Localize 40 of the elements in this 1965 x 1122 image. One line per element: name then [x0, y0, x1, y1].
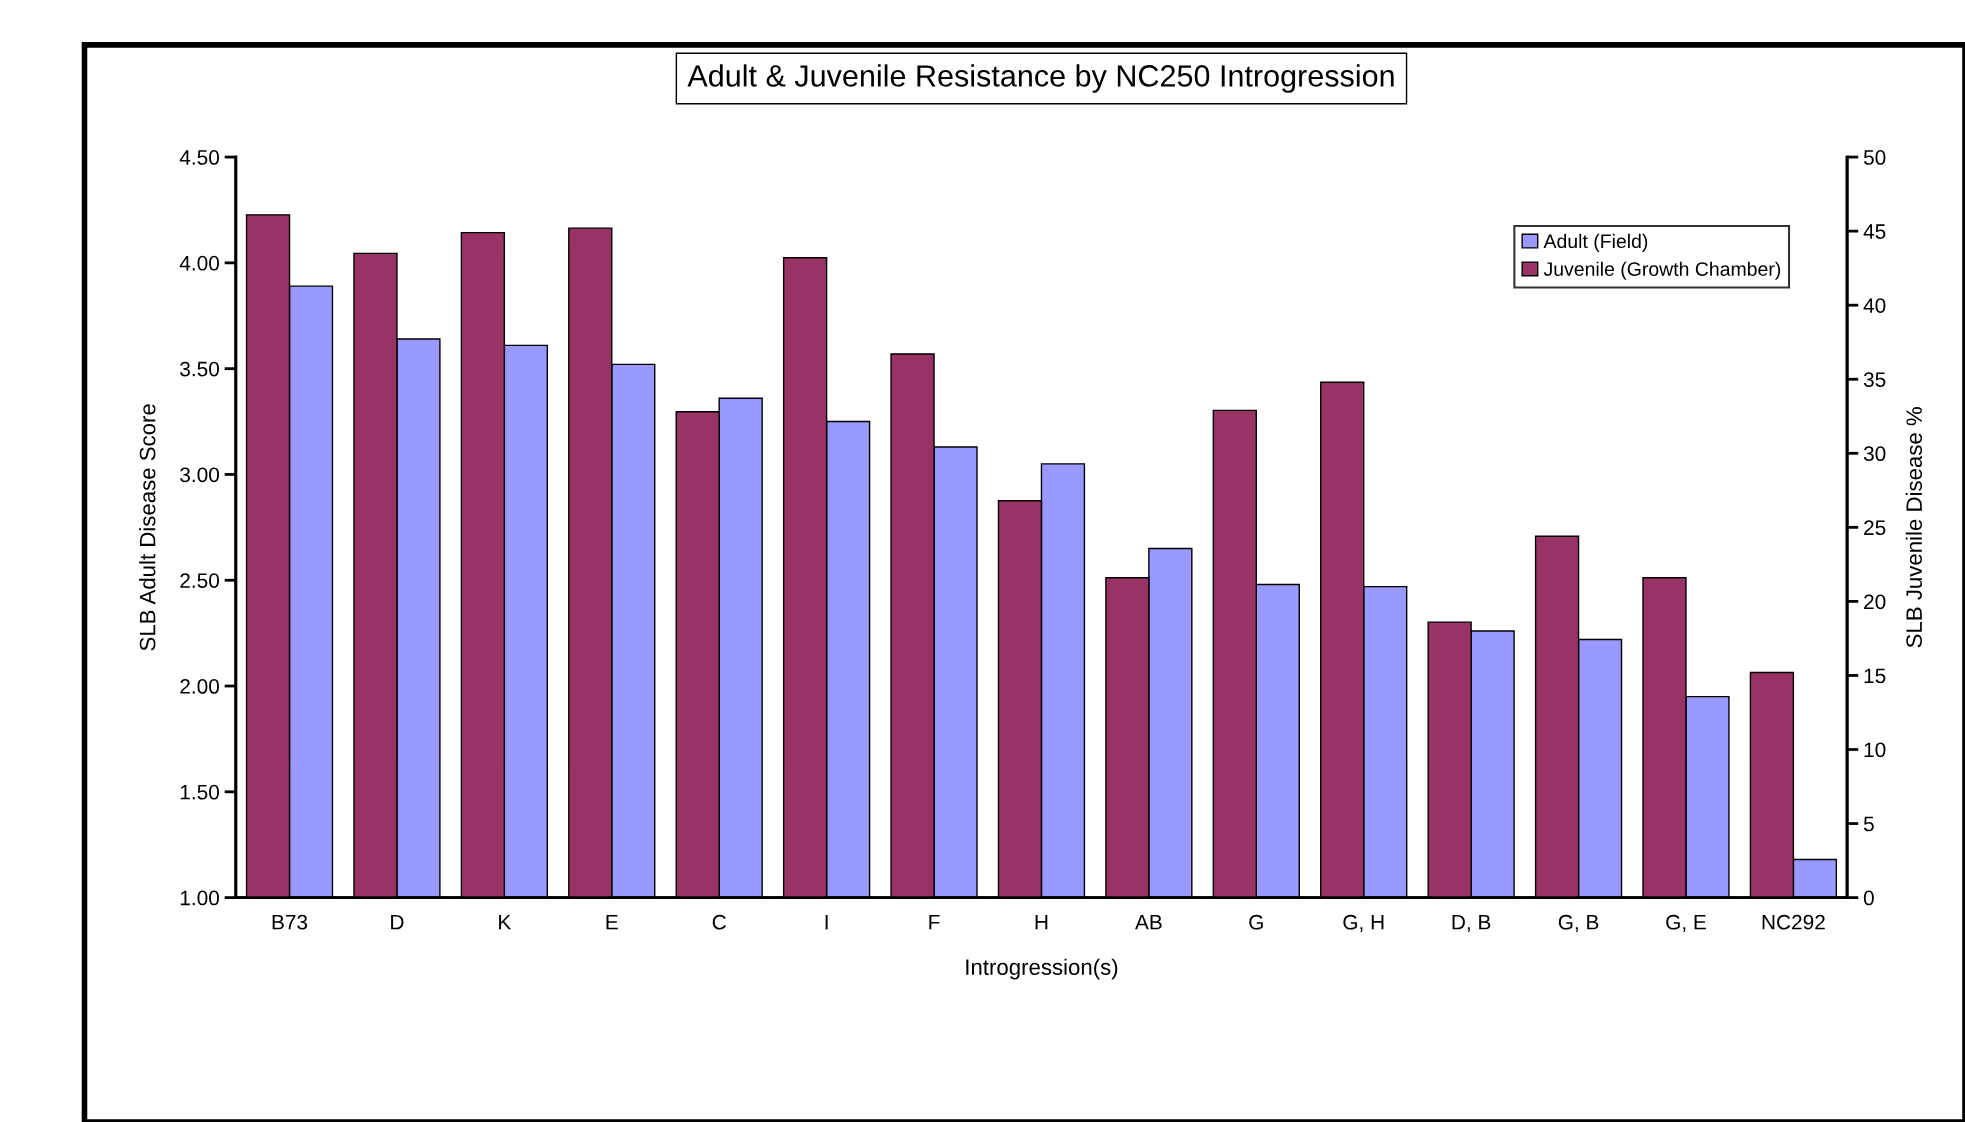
- x-tick-label: G, B: [1558, 914, 1599, 933]
- y2-tick-label: 35: [1863, 372, 1886, 387]
- y2-tick-label: 45: [1863, 224, 1886, 239]
- y2-tick-label: 15: [1864, 668, 1886, 684]
- y2-tick-label: 25: [1864, 520, 1886, 536]
- x-tick-label: H: [1035, 915, 1048, 930]
- x-tick-label: I: [825, 915, 828, 930]
- y-tick-label: 3.00: [180, 467, 220, 483]
- y-axis-title: SLB Adult Disease Score: [139, 404, 156, 651]
- y-tick-label: 2.50: [180, 573, 220, 588]
- x-tick-label: G, E: [1666, 914, 1706, 933]
- x-tick-label: K: [499, 915, 512, 930]
- y2-tick-label: 0: [1863, 890, 1874, 906]
- y-tick-label: 1.50: [180, 784, 220, 800]
- y2-tick-label: 30: [1863, 446, 1886, 462]
- x-axis-title: Introgression(s): [966, 958, 1118, 980]
- y-tick-label: 2.00: [180, 679, 220, 694]
- x-tick-label: AB: [1135, 915, 1162, 930]
- x-tick-label: F: [929, 915, 940, 930]
- y2-tick-label: 50: [1863, 150, 1886, 165]
- x-tick-label: E: [606, 915, 618, 930]
- x-tick-label: C: [712, 914, 726, 930]
- x-tick-label: NC292: [1762, 914, 1825, 930]
- x-tick-label: G: [1249, 914, 1263, 930]
- legend-label: Adult (Field): [1543, 233, 1648, 252]
- y2-tick-label: 20: [1864, 594, 1886, 610]
- y2-tick-label: 10: [1864, 742, 1886, 758]
- y-tick-label: 1.00: [180, 890, 220, 906]
- legend-label: Juvenile (Growth Chamber): [1543, 261, 1781, 280]
- chart-title: Adult & Juvenile Resistance by NC250 Introgression: [687, 64, 1394, 93]
- x-tick-label: D, B: [1452, 915, 1491, 933]
- x-tick-label: B73: [272, 914, 308, 930]
- y-tick-label: 3.50: [180, 361, 220, 377]
- y2-axis-title: SLB Juvenile Disease %: [1905, 407, 1923, 648]
- x-tick-label: G, H: [1343, 914, 1384, 933]
- x-tick-label: D: [391, 915, 404, 930]
- y-tick-label: 4.00: [179, 255, 220, 271]
- y-tick-label: 4.50: [179, 150, 220, 165]
- y2-tick-label: 5: [1863, 816, 1874, 832]
- y2-tick-label: 40: [1863, 298, 1886, 313]
